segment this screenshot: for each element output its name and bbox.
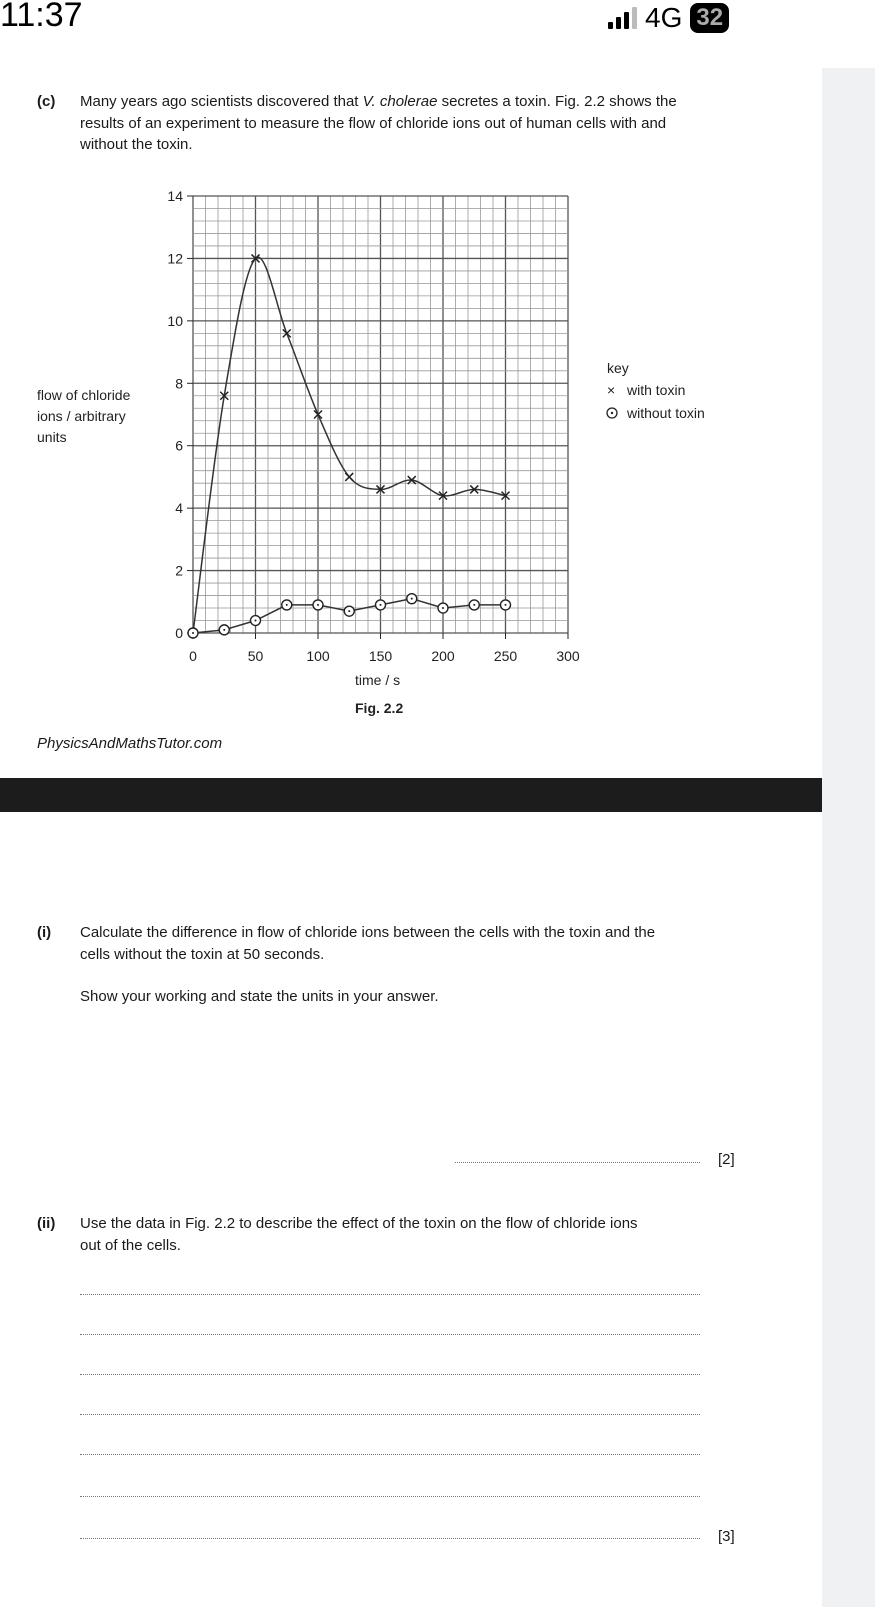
data-point-with-toxin	[438, 491, 448, 501]
data-point-with-toxin	[344, 472, 354, 482]
chart-series	[187, 253, 512, 639]
y-tick-label: 8	[175, 375, 183, 391]
answer-line[interactable]	[80, 1414, 700, 1415]
data-point-center	[192, 632, 194, 634]
marks: [3]	[718, 1528, 735, 1545]
status-indicators: 4G 32	[608, 2, 730, 34]
y-tick-label: 10	[167, 313, 183, 329]
x-tick-label: 0	[189, 648, 197, 664]
marks: [2]	[718, 1151, 735, 1168]
answer-line[interactable]	[80, 1334, 700, 1335]
x-tick-label: 150	[369, 648, 393, 664]
y-tick-label: 4	[175, 500, 183, 516]
figure-caption: Fig. 2.2	[355, 700, 403, 716]
legend-title: key	[607, 360, 629, 376]
signal-icon	[608, 7, 637, 29]
y-axis-label: units	[37, 429, 67, 445]
page-divider	[0, 778, 822, 812]
data-point-with-toxin	[219, 391, 229, 401]
chart-grid	[192, 195, 569, 634]
legend-marker-with-toxin: ×	[607, 382, 615, 398]
x-tick-label: 250	[494, 648, 518, 664]
answer-line[interactable]	[80, 1454, 700, 1455]
data-point-center	[410, 597, 413, 600]
answer-line[interactable]	[455, 1162, 700, 1163]
data-point-center	[379, 603, 382, 606]
x-tick-label: 100	[306, 648, 330, 664]
text: Use the data in Fig. 2.2 to describe the…	[80, 1215, 638, 1232]
answer-line[interactable]	[80, 1496, 700, 1497]
data-point-with-toxin	[469, 484, 479, 494]
network-type: 4G	[645, 2, 683, 33]
y-axis-label: flow of chloride	[37, 387, 131, 403]
chart-axes: 0 2 4 6 8 10 12 14 0 50 100 150 200 250 300	[167, 188, 579, 664]
question-i-label: (i)	[37, 924, 52, 941]
status-time: 11:37	[0, 0, 83, 34]
data-point-with-toxin	[250, 253, 261, 263]
data-point-center	[348, 610, 351, 613]
y-tick-label: 12	[167, 250, 183, 266]
question-ii-label: (ii)	[37, 1215, 56, 1232]
answer-line[interactable]	[80, 1538, 700, 1539]
data-point-with-toxin	[407, 475, 417, 485]
legend-label: without toxin	[626, 405, 705, 421]
text: results of an experiment to measure the …	[80, 114, 667, 132]
question-c-label: (c)	[37, 93, 56, 110]
data-point-with-toxin	[500, 491, 511, 501]
data-point-center	[317, 603, 319, 606]
data-point-center	[442, 607, 444, 610]
species-name: V. cholerae	[362, 93, 438, 110]
x-axis-label: time / s	[355, 672, 400, 688]
text: out of the cells.	[80, 1236, 181, 1254]
chart: 0 2 4 6 8 10 12 14 0 50 100 150 200 250 300 flow of ch…	[37, 188, 705, 716]
data-point-center	[473, 603, 476, 606]
scroll-gutter	[822, 68, 875, 1607]
data-point-with-toxin	[313, 409, 323, 420]
data-point-center	[223, 628, 226, 631]
question-c-text: Many years ago scientists discovered tha…	[80, 91, 820, 156]
data-point-center	[285, 603, 288, 606]
y-tick-label: 6	[175, 438, 183, 454]
legend-label: with toxin	[626, 382, 685, 398]
text: Many years ago scientists discovered tha…	[80, 93, 363, 110]
answer-line[interactable]	[80, 1374, 700, 1375]
data-point-center	[504, 603, 507, 606]
text: Calculate the difference in flow of chlo…	[80, 924, 656, 941]
y-tick-label: 2	[175, 563, 183, 579]
x-tick-label: 200	[431, 648, 455, 664]
data-point-with-toxin	[375, 484, 386, 494]
question-i-text: Calculate the difference in flow of chlo…	[80, 922, 820, 965]
legend-marker-without-toxin	[606, 407, 618, 419]
text: cells without the toxin at 50 seconds.	[80, 945, 325, 963]
x-tick-label: 50	[248, 648, 264, 664]
y-axis-label: ions / arbitrary	[37, 408, 126, 424]
question-ii-text: Use the data in Fig. 2.2 to describe the…	[80, 1213, 820, 1256]
watermark: PhysicsAndMathsTutor.com	[37, 735, 223, 752]
battery-icon: 32	[690, 3, 730, 33]
question-i-instruction: Show your working and state the units in…	[80, 988, 439, 1005]
y-tick-label: 0	[175, 625, 183, 641]
y-tick-label: 14	[167, 188, 183, 204]
data-point-with-toxin	[282, 328, 292, 338]
answer-line[interactable]	[80, 1294, 700, 1295]
text: secretes a toxin. Fig. 2.2 shows the	[437, 93, 677, 110]
x-tick-label: 300	[556, 648, 580, 664]
text: without the toxin.	[80, 136, 193, 153]
data-point-center	[254, 619, 257, 622]
